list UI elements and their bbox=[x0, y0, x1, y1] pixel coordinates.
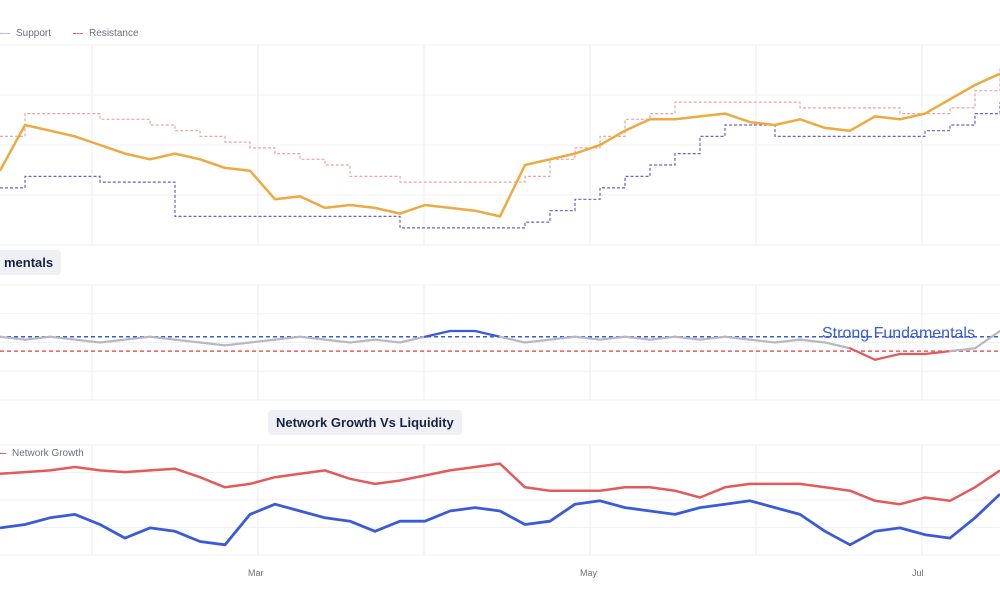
fundamentals-segment-14 bbox=[323, 338, 352, 344]
price-line bbox=[0, 72, 1000, 218]
fundamentals-segment-4 bbox=[73, 338, 102, 344]
fundamentals-segment-10 bbox=[223, 341, 252, 347]
fundamentals-segment-35 bbox=[848, 347, 877, 361]
fundamentals-segment-32 bbox=[773, 338, 802, 344]
network-growth-legend-swatch bbox=[0, 453, 6, 454]
x-tick-jul: Jul bbox=[912, 568, 924, 578]
fundamentals-segment-28 bbox=[673, 335, 702, 341]
fundamentals-segment-40 bbox=[973, 329, 1000, 350]
x-tick-mar: Mar bbox=[248, 568, 264, 578]
resistance-line bbox=[0, 67, 1000, 183]
legend-support-label: Support bbox=[16, 28, 52, 39]
fundamentals-segment-3 bbox=[48, 335, 77, 341]
fundamentals-segment-38 bbox=[923, 350, 952, 356]
resistance-legend-swatch bbox=[73, 33, 84, 34]
fundamentals-segment-16 bbox=[373, 338, 402, 344]
legend-resistance-label: Resistance bbox=[89, 28, 139, 39]
fundamentals-segment-29 bbox=[698, 335, 727, 341]
price-legend: Support Resistance bbox=[0, 28, 139, 39]
fundamentals-segment-8 bbox=[173, 338, 202, 344]
strong-fundamentals-annotation: Strong Fundamentals bbox=[822, 325, 975, 342]
support-legend-swatch bbox=[0, 33, 10, 34]
fundamentals-segment-39 bbox=[948, 347, 977, 353]
network-growth-line bbox=[0, 462, 1000, 506]
fundamentals-title: mentals bbox=[0, 250, 62, 275]
fundamentals-segment-36 bbox=[873, 352, 902, 361]
support-line bbox=[0, 102, 1000, 229]
fundamentals-segment-34 bbox=[823, 341, 852, 350]
fundamentals-segment-15 bbox=[348, 338, 377, 344]
fundamentals-segment-1 bbox=[0, 335, 27, 341]
fundamentals-segment-21 bbox=[498, 335, 527, 344]
fundamentals-segment-11 bbox=[248, 338, 277, 344]
fundamentals-segment-24 bbox=[573, 335, 602, 341]
fundamentals-segment-33 bbox=[798, 338, 827, 344]
x-tick-may: May bbox=[580, 568, 598, 578]
fundamentals-segment-22 bbox=[523, 338, 552, 344]
fundamentals-segment-25 bbox=[598, 335, 627, 341]
network-title: Network Growth Vs Liquidity bbox=[268, 410, 462, 435]
fundamentals-segment-30 bbox=[723, 335, 752, 341]
network-legend: Network Growth bbox=[0, 448, 84, 459]
fundamentals-segment-18 bbox=[423, 329, 452, 338]
fundamentals-segment-26 bbox=[623, 335, 652, 341]
fundamentals-segment-7 bbox=[148, 335, 177, 341]
fundamentals-segment-2 bbox=[23, 335, 52, 341]
legend-network-growth-label: Network Growth bbox=[12, 448, 84, 459]
fundamentals-segment-31 bbox=[748, 338, 777, 344]
fundamentals-segment-6 bbox=[123, 335, 152, 341]
fundamentals-segment-27 bbox=[648, 335, 677, 341]
fundamentals-segment-13 bbox=[298, 335, 327, 341]
fundamentals-segment-23 bbox=[548, 335, 577, 341]
fundamentals-segment-9 bbox=[198, 341, 227, 347]
liquidity-line bbox=[0, 493, 1000, 547]
fundamentals-segment-12 bbox=[273, 335, 302, 341]
fundamentals-segment-17 bbox=[398, 335, 427, 344]
fundamentals-segment-5 bbox=[98, 338, 127, 344]
fundamentals-segment-20 bbox=[473, 329, 502, 338]
